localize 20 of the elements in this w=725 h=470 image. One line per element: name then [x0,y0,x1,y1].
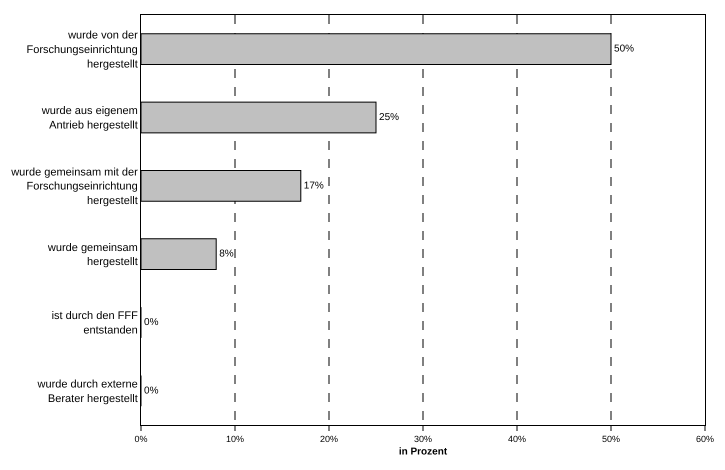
data-label: 8% [219,248,234,260]
data-label: 50% [614,44,634,55]
y-tick-label: wurde von der Forschungseinrichtung hergestellt [26,30,138,70]
data-label: 0% [144,317,159,328]
data-label: 17% [304,180,324,192]
x-tick-label: 50% [602,434,620,444]
y-tick-label: wurde gemeinsam hergestellt [46,242,138,268]
x-tick-label: 40% [508,434,526,444]
x-tick-label: 0% [134,434,148,444]
x-tick-label: 30% [414,434,432,444]
data-label: 25% [379,112,400,124]
y-tick-label: wurde durch externe Berater hergestellt [36,378,138,405]
x-tick-label: 60% [696,434,714,444]
y-tick-label: ist durch den FFF entstanden [52,310,138,336]
y-tick-label: wurde aus eigenem Antrieb hergestellt [40,105,138,132]
data-label: 0% [144,385,159,396]
x-axis-title: in Prozent [398,446,448,458]
x-tick-label: 20% [320,434,338,444]
x-tick-label: 10% [226,434,244,444]
y-tick-label: wurde gemeinsam mit der Forschungseinrichtung hergestellt [10,166,138,207]
